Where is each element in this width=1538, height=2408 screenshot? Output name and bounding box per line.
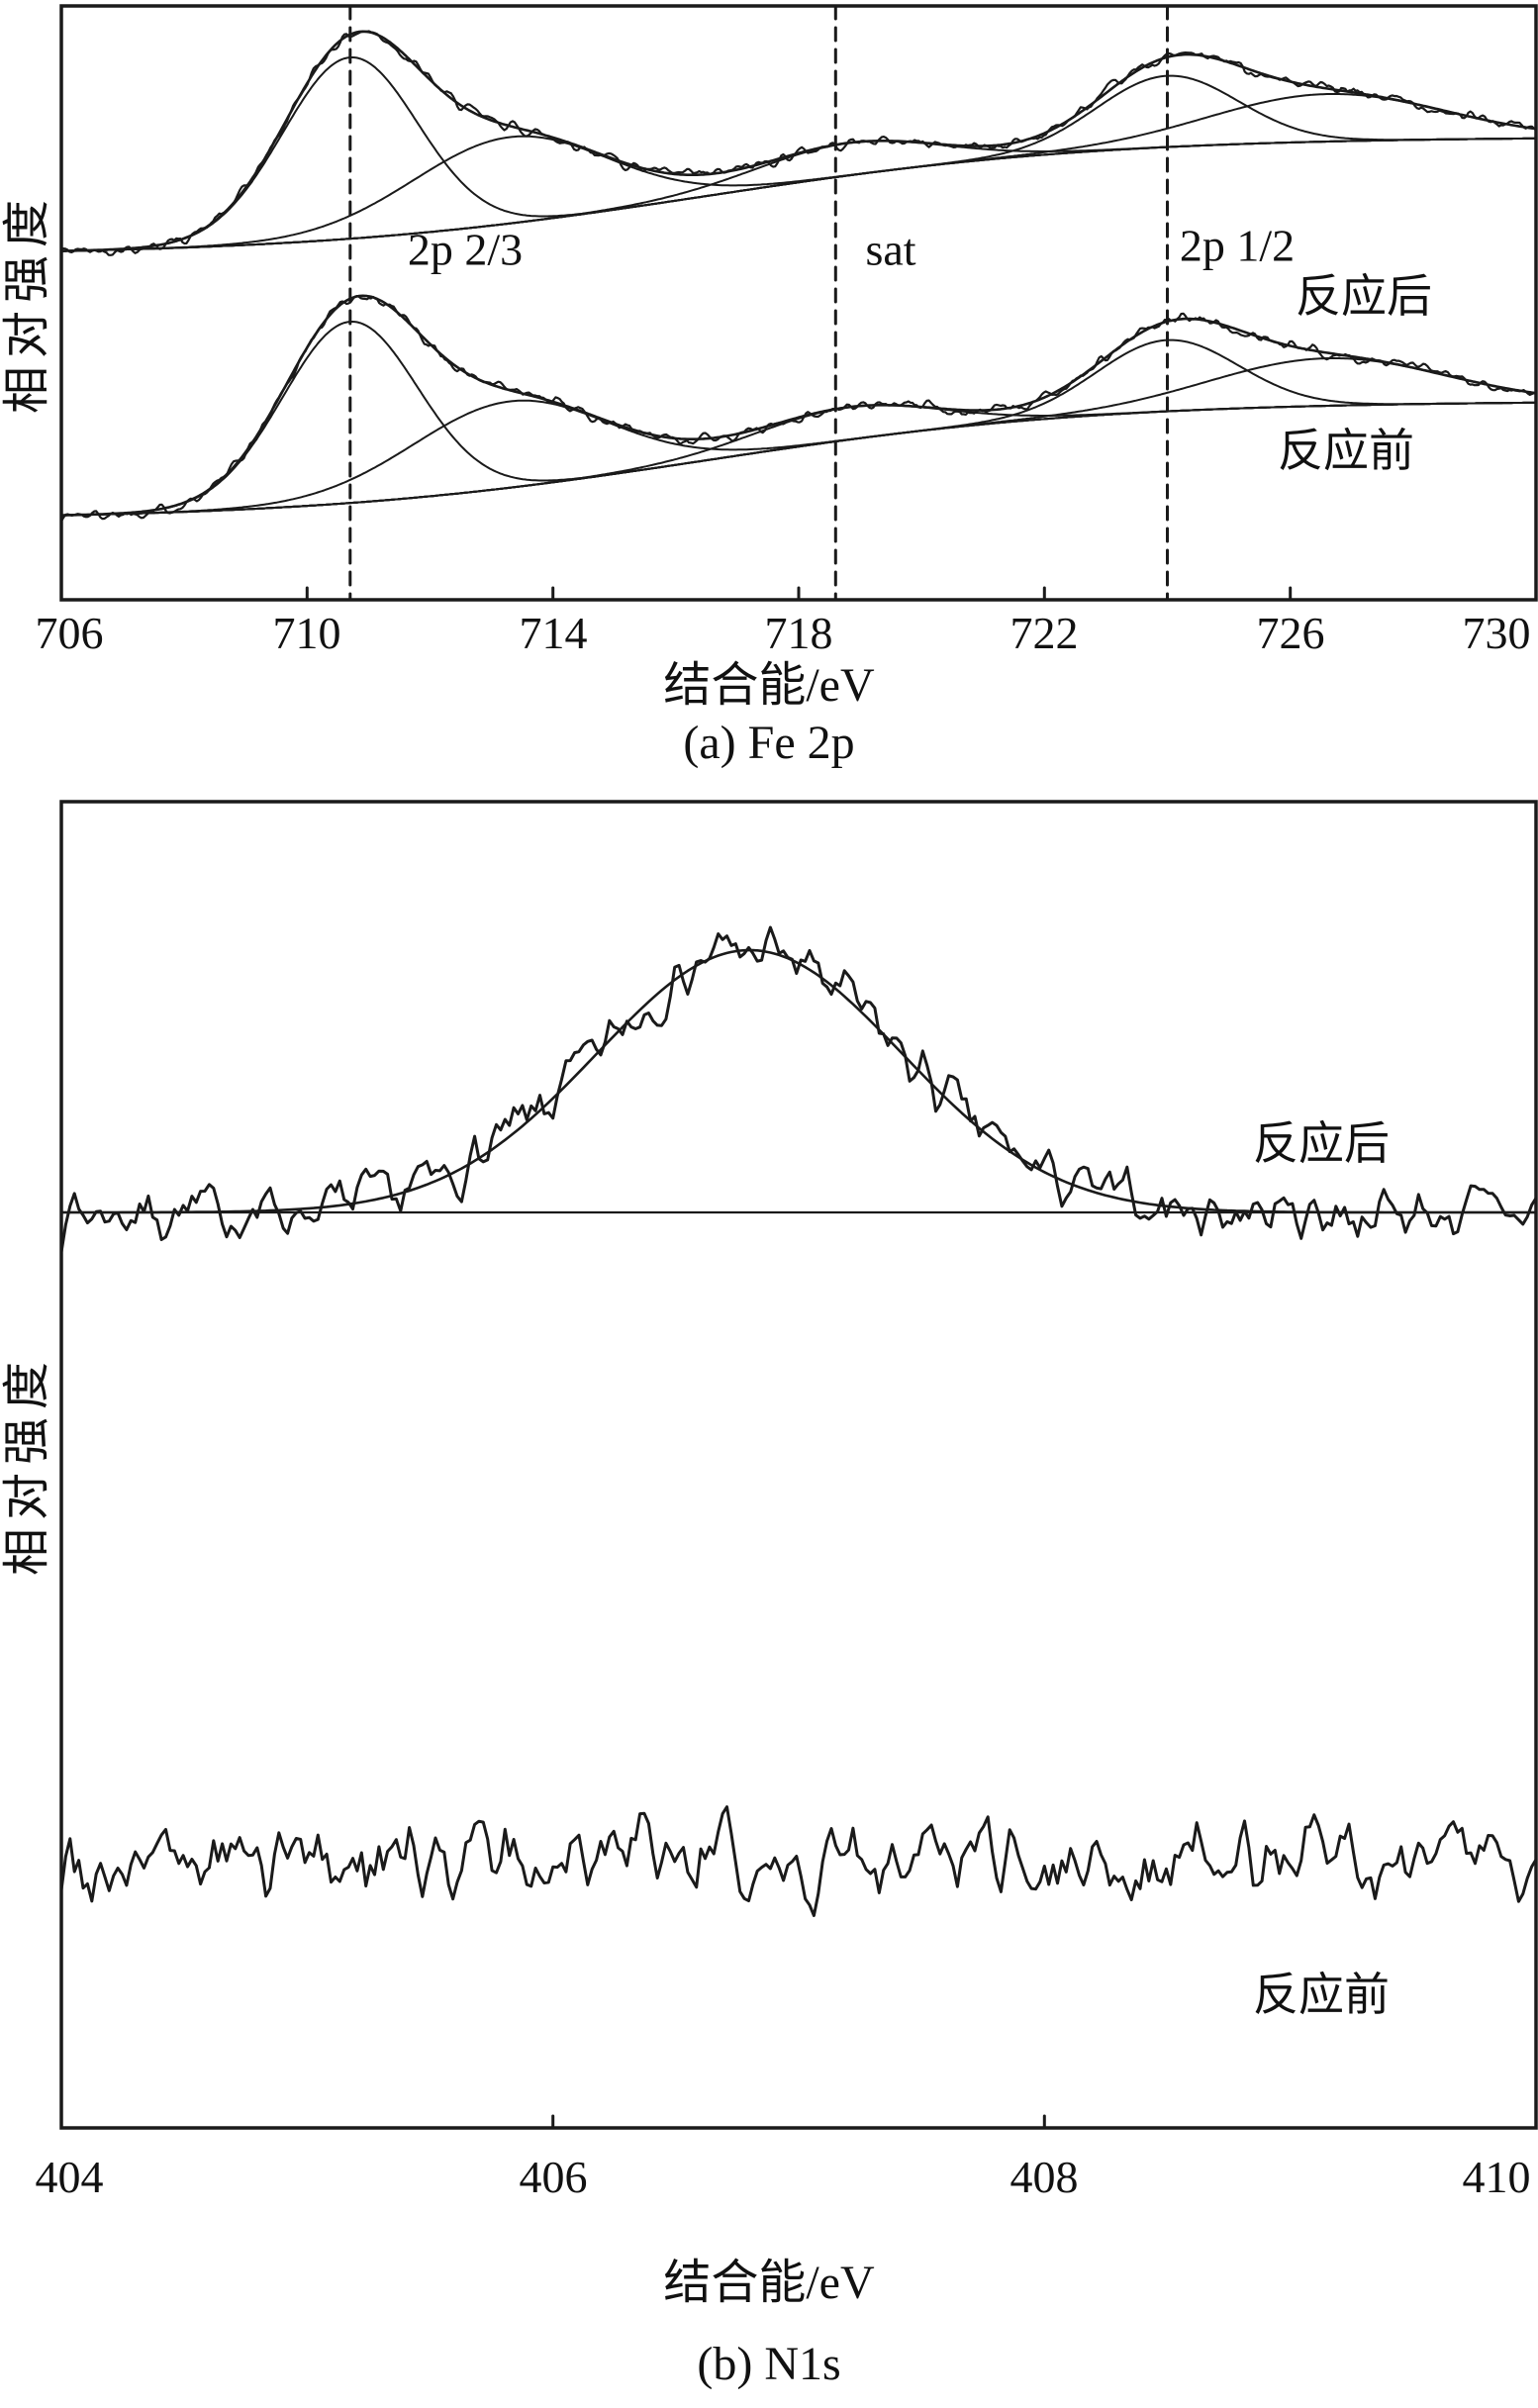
x-tick-label: 714 (519, 608, 588, 658)
series-label-before-reaction: 反应前 (1278, 426, 1414, 476)
x-tick-label: 706 (35, 608, 104, 658)
annotation-sat-label: sat (865, 224, 916, 275)
fe2p-x-axis-label: 结合能/eV (663, 659, 875, 712)
n1s-x-tick-labels: 404 406 408 410 (0, 2150, 1538, 2205)
x-tick-label: 710 (272, 608, 341, 658)
n1s-x-axis-label: 结合能/eV (663, 2257, 875, 2309)
fe2p-plot-area (59, 4, 1538, 602)
x-tick-label: 726 (1256, 608, 1325, 658)
x-tick-label: 410 (1462, 2152, 1531, 2202)
x-tick-label: 718 (764, 608, 833, 658)
n1s-caption: (b) N1s (697, 2338, 841, 2390)
series-label-after-reaction: 反应后 (1253, 1118, 1390, 1169)
fe2p-caption: (a) Fe 2p (683, 717, 855, 769)
x-tick-label: 404 (35, 2152, 104, 2202)
annotation-2p12-label: 2p 1/2 (1179, 220, 1296, 271)
n1s-panel: 相对强度 反应后 反应前 404 406 408 410 结合能/eV (b) … (0, 792, 1538, 2408)
fe2p-panel: 相对强度 2p 2/3 sat 2p 1/2 反应后 反应前 706 710 7… (0, 0, 1538, 792)
series-label-before-reaction: 反应前 (1253, 1970, 1390, 2020)
x-tick-label: 406 (519, 2152, 588, 2202)
annotation-2p32-label: 2p 2/3 (407, 224, 524, 275)
x-tick-label: 730 (1462, 608, 1531, 658)
n1s-plot-area (59, 800, 1538, 2130)
fe2p-x-tick-labels: 706 710 714 718 722 726 730 (0, 606, 1538, 661)
series-label-after-reaction: 反应后 (1296, 271, 1432, 322)
x-tick-label: 722 (1009, 608, 1079, 658)
x-tick-label: 408 (1009, 2152, 1079, 2202)
